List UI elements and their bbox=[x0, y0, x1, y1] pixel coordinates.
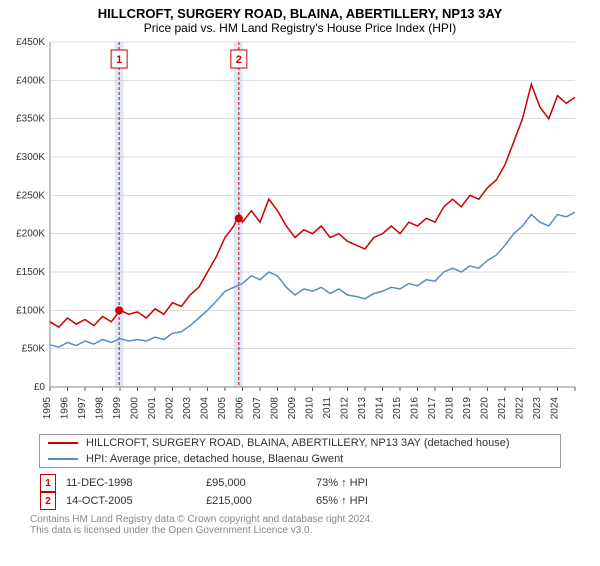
sale-date: 11-DEC-1998 bbox=[66, 477, 196, 489]
sale-row: 1 11-DEC-1998 £95,000 73% ↑ HPI bbox=[0, 474, 600, 492]
xtick-label: 2015 bbox=[392, 397, 403, 420]
sale-marker-number: 2 bbox=[236, 54, 242, 66]
xtick-label: 1999 bbox=[112, 397, 123, 420]
legend-swatch bbox=[48, 458, 78, 460]
xtick-label: 2024 bbox=[550, 397, 561, 420]
ytick-label: £350K bbox=[16, 114, 45, 125]
xtick-label: 2000 bbox=[130, 397, 141, 420]
ytick-label: £150K bbox=[16, 267, 45, 278]
sale-date: 14-OCT-2005 bbox=[66, 495, 196, 507]
xtick-label: 2023 bbox=[532, 397, 543, 420]
xtick-label: 2004 bbox=[200, 397, 211, 420]
ytick-label: £300K bbox=[16, 152, 45, 163]
ytick-label: £200K bbox=[16, 229, 45, 240]
xtick-label: 1998 bbox=[95, 397, 106, 420]
xtick-label: 2019 bbox=[462, 397, 473, 420]
sale-delta: 73% ↑ HPI bbox=[316, 477, 416, 489]
xtick-label: 2017 bbox=[427, 397, 438, 420]
xtick-label: 2020 bbox=[480, 397, 491, 420]
sale-row: 2 14-OCT-2005 £215,000 65% ↑ HPI bbox=[0, 492, 600, 510]
xtick-label: 2002 bbox=[165, 397, 176, 420]
license-line-1: Contains HM Land Registry data © Crown c… bbox=[30, 514, 600, 525]
ytick-label: £100K bbox=[16, 305, 45, 316]
legend-row: HILLCROFT, SURGERY ROAD, BLAINA, ABERTIL… bbox=[40, 435, 560, 451]
sale-price: £95,000 bbox=[206, 477, 306, 489]
xtick-label: 1997 bbox=[77, 397, 88, 420]
xtick-label: 2005 bbox=[217, 397, 228, 420]
chart-subtitle: Price paid vs. HM Land Registry's House … bbox=[0, 21, 600, 35]
xtick-label: 1996 bbox=[60, 397, 71, 420]
xtick-label: 2022 bbox=[515, 397, 526, 420]
sale-delta: 65% ↑ HPI bbox=[316, 495, 416, 507]
xtick-label: 2001 bbox=[147, 397, 158, 420]
chart-title: HILLCROFT, SURGERY ROAD, BLAINA, ABERTIL… bbox=[0, 6, 600, 21]
xtick-label: 2012 bbox=[340, 397, 351, 420]
legend-row: HPI: Average price, detached house, Blae… bbox=[40, 451, 560, 467]
ytick-label: £250K bbox=[16, 190, 45, 201]
xtick-label: 2014 bbox=[375, 397, 386, 420]
xtick-label: 1995 bbox=[42, 397, 53, 420]
xtick-label: 2003 bbox=[182, 397, 193, 420]
xtick-label: 2010 bbox=[305, 397, 316, 420]
xtick-label: 2011 bbox=[322, 397, 333, 419]
chart-area: £0 £50K £100K £150K £200K £250K £300K £350K £400… bbox=[0, 37, 600, 432]
ytick-label: £450K bbox=[16, 37, 45, 48]
license-text: Contains HM Land Registry data © Crown c… bbox=[0, 514, 600, 536]
xtick-label: 2009 bbox=[287, 397, 298, 420]
xtick-label: 2018 bbox=[445, 397, 456, 420]
ytick-label: £50K bbox=[22, 344, 46, 355]
xtick-label: 2016 bbox=[410, 397, 421, 420]
xtick-label: 2006 bbox=[235, 397, 246, 420]
license-line-2: This data is licensed under the Open Gov… bbox=[30, 525, 600, 536]
sale-marker-number: 1 bbox=[116, 54, 122, 66]
xtick-label: 2013 bbox=[357, 397, 368, 420]
legend-label: HPI: Average price, detached house, Blae… bbox=[86, 453, 343, 465]
chart-svg: £0 £50K £100K £150K £200K £250K £300K £350K £400… bbox=[0, 37, 590, 432]
xtick-label: 2021 bbox=[497, 397, 508, 420]
sales-list: 1 11-DEC-1998 £95,000 73% ↑ HPI 2 14-OCT-2005… bbox=[0, 474, 600, 510]
legend-label: HILLCROFT, SURGERY ROAD, BLAINA, ABERTIL… bbox=[86, 437, 510, 449]
legend: HILLCROFT, SURGERY ROAD, BLAINA, ABERTIL… bbox=[39, 434, 561, 468]
legend-swatch bbox=[48, 442, 78, 444]
sale-price: £215,000 bbox=[206, 495, 306, 507]
sale-number-box: 1 bbox=[40, 474, 56, 492]
xtick-label: 2008 bbox=[270, 397, 281, 420]
sale-number-box: 2 bbox=[40, 492, 56, 510]
ytick-label: £0 bbox=[34, 382, 46, 393]
ytick-label: £400K bbox=[16, 75, 45, 86]
xtick-label: 2007 bbox=[252, 397, 263, 420]
